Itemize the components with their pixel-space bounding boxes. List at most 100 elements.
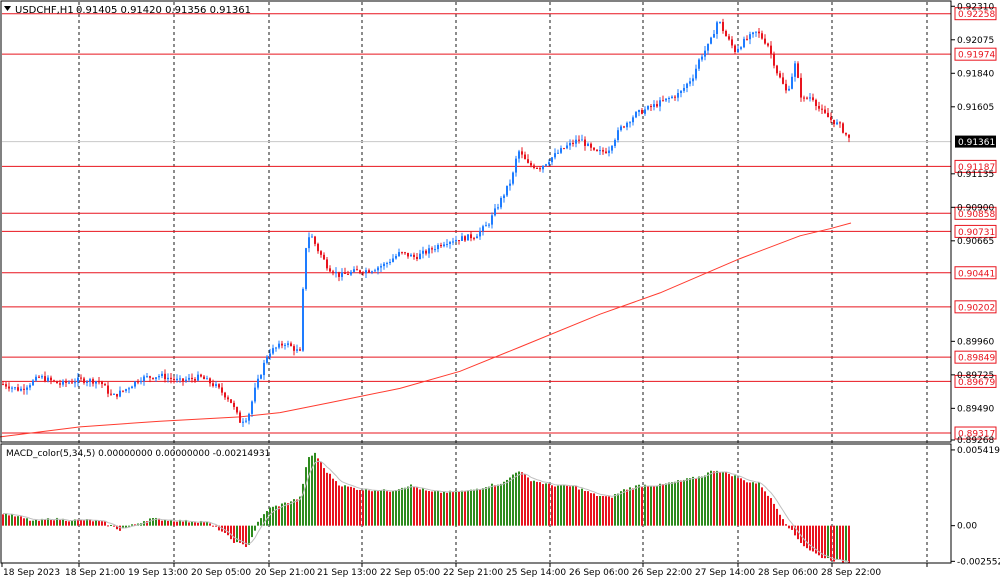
candle-119[interactable] bbox=[359, 269, 361, 275]
candle-197[interactable] bbox=[593, 147, 595, 151]
macd-bar-60[interactable] bbox=[182, 521, 184, 526]
macd-bar-263[interactable] bbox=[791, 525, 793, 530]
macd-bar-168[interactable] bbox=[506, 479, 508, 526]
macd-bar-143[interactable] bbox=[431, 491, 433, 526]
candle-220[interactable] bbox=[662, 95, 664, 102]
candle-235[interactable] bbox=[707, 43, 709, 55]
macd-bar-211[interactable] bbox=[635, 485, 637, 526]
macd-bar-71[interactable] bbox=[215, 525, 217, 527]
candle-176[interactable] bbox=[530, 160, 532, 168]
macd-bar-228[interactable] bbox=[686, 478, 688, 526]
candle-90[interactable] bbox=[272, 344, 274, 355]
candle-205[interactable] bbox=[617, 127, 619, 143]
candle-29[interactable] bbox=[89, 377, 91, 387]
candle-213[interactable] bbox=[641, 107, 643, 115]
candle-134[interactable] bbox=[404, 251, 406, 255]
candle-274[interactable] bbox=[824, 105, 826, 115]
macd-bar-187[interactable] bbox=[563, 484, 565, 526]
macd-bar-233[interactable] bbox=[701, 476, 703, 526]
candle-194[interactable] bbox=[584, 136, 586, 151]
macd-bar-16[interactable] bbox=[50, 520, 52, 526]
macd-bar-81[interactable] bbox=[245, 525, 247, 547]
macd-bar-189[interactable] bbox=[569, 486, 571, 526]
candle-174[interactable] bbox=[524, 151, 526, 160]
macd-bar-158[interactable] bbox=[476, 488, 478, 526]
macd-bar-120[interactable] bbox=[362, 490, 364, 526]
candle-238[interactable] bbox=[716, 20, 718, 39]
macd-bar-204[interactable] bbox=[614, 494, 616, 526]
candle-34[interactable] bbox=[104, 382, 106, 386]
macd-bar-14[interactable] bbox=[44, 519, 46, 526]
macd-bar-29[interactable] bbox=[89, 519, 91, 526]
macd-bar-57[interactable] bbox=[173, 521, 175, 526]
candle-255[interactable] bbox=[767, 42, 769, 48]
macd-bar-30[interactable] bbox=[92, 521, 94, 526]
candle-113[interactable] bbox=[341, 268, 343, 281]
candle-224[interactable] bbox=[674, 95, 676, 101]
macd-bar-262[interactable] bbox=[788, 525, 790, 529]
candle-91[interactable] bbox=[275, 346, 277, 352]
candle-21[interactable] bbox=[65, 378, 67, 388]
candle-79[interactable] bbox=[239, 410, 241, 423]
macd-bar-266[interactable] bbox=[800, 525, 802, 543]
candle-182[interactable] bbox=[548, 159, 550, 166]
candle-1[interactable] bbox=[5, 381, 7, 390]
candle-175[interactable] bbox=[527, 154, 529, 164]
candle-32[interactable] bbox=[98, 376, 100, 385]
macd-bar-268[interactable] bbox=[806, 525, 808, 549]
candle-53[interactable] bbox=[161, 371, 163, 379]
candle-52[interactable] bbox=[158, 374, 160, 380]
macd-bar-209[interactable] bbox=[629, 487, 631, 526]
macd-bar-61[interactable] bbox=[185, 519, 187, 526]
macd-bar-157[interactable] bbox=[473, 489, 475, 526]
macd-bar-134[interactable] bbox=[404, 487, 406, 526]
candle-263[interactable] bbox=[791, 73, 793, 90]
macd-bar-238[interactable] bbox=[716, 470, 718, 526]
macd-bar-198[interactable] bbox=[596, 495, 598, 526]
macd-bar-87[interactable] bbox=[263, 514, 265, 526]
candle-107[interactable] bbox=[323, 252, 325, 260]
candle-201[interactable] bbox=[605, 147, 607, 154]
macd-bar-25[interactable] bbox=[77, 519, 79, 526]
candle-279[interactable] bbox=[839, 121, 841, 128]
macd-bar-176[interactable] bbox=[530, 481, 532, 526]
candle-187[interactable] bbox=[563, 147, 565, 150]
macd-bar-203[interactable] bbox=[611, 497, 613, 526]
macd-bar-237[interactable] bbox=[713, 471, 715, 526]
macd-bar-44[interactable] bbox=[134, 524, 136, 526]
candle-100[interactable] bbox=[302, 287, 304, 352]
candle-96[interactable] bbox=[290, 341, 292, 347]
macd-bar-97[interactable] bbox=[293, 499, 295, 526]
candle-178[interactable] bbox=[536, 167, 538, 169]
macd-bar-129[interactable] bbox=[389, 491, 391, 526]
macd-bar-231[interactable] bbox=[695, 478, 697, 526]
candle-57[interactable] bbox=[173, 376, 175, 384]
macd-bar-150[interactable] bbox=[452, 491, 454, 526]
candle-154[interactable] bbox=[464, 235, 466, 242]
macd-bar-220[interactable] bbox=[662, 484, 664, 526]
candle-129[interactable] bbox=[389, 258, 391, 266]
macd-bar-278[interactable] bbox=[836, 525, 838, 560]
macd-bar-51[interactable] bbox=[155, 517, 157, 526]
candle-98[interactable] bbox=[296, 344, 298, 354]
candle-71[interactable] bbox=[215, 381, 217, 388]
candle-18[interactable] bbox=[56, 380, 58, 384]
macd-bar-159[interactable] bbox=[479, 489, 481, 526]
candle-24[interactable] bbox=[74, 378, 76, 388]
macd-bar-66[interactable] bbox=[200, 520, 202, 526]
candle-2[interactable] bbox=[8, 382, 10, 392]
macd-bar-115[interactable] bbox=[347, 486, 349, 526]
macd-bar-94[interactable] bbox=[284, 502, 286, 526]
macd-bar-264[interactable] bbox=[794, 525, 796, 536]
macd-bar-226[interactable] bbox=[680, 480, 682, 526]
macd-bar-10[interactable] bbox=[32, 520, 34, 526]
macd-bar-180[interactable] bbox=[542, 484, 544, 526]
macd-bar-261[interactable] bbox=[785, 524, 787, 526]
candle-56[interactable] bbox=[170, 373, 172, 384]
candle-75[interactable] bbox=[227, 395, 229, 402]
macd-bar-257[interactable] bbox=[773, 503, 775, 526]
candle-183[interactable] bbox=[551, 156, 553, 166]
macd-bar-156[interactable] bbox=[470, 489, 472, 526]
macd-bar-38[interactable] bbox=[116, 525, 118, 530]
macd-bar-121[interactable] bbox=[365, 488, 367, 526]
